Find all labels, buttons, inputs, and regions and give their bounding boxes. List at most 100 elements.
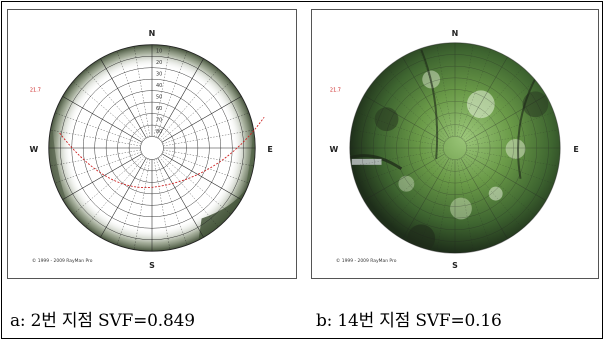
grid-spoke <box>463 80 536 141</box>
zenith-ring-label: 40 <box>156 83 162 89</box>
grid-spoke <box>363 153 446 201</box>
grid-spoke <box>402 56 450 138</box>
grid-spoke <box>402 157 450 240</box>
fisheye-plot-a: 10 20 30 40 50 60 70 80 N S W E 21.7 © 1999 - 2… <box>29 29 272 270</box>
grid-spoke <box>157 58 204 139</box>
side-label-a: 21.7 <box>30 87 41 93</box>
grid-spoke <box>160 155 232 215</box>
west-label-b: W <box>330 145 339 154</box>
grid-spoke <box>466 129 559 147</box>
grid-spoke <box>62 96 143 143</box>
grid-spoke <box>463 155 536 216</box>
grid-spoke <box>460 56 508 138</box>
grid-spoke <box>374 155 447 216</box>
grid-spoke <box>464 153 547 201</box>
grid-spoke <box>163 149 254 167</box>
grid-spoke <box>356 151 445 185</box>
south-label-a: S <box>149 261 155 270</box>
grid-spoke <box>72 155 144 215</box>
zenith-ring-label: 80 <box>156 129 162 135</box>
grid-spoke <box>351 149 444 167</box>
zenith-ring-label: 70 <box>156 117 162 123</box>
grid-spoke <box>418 49 452 138</box>
zenith-ring-label: 60 <box>156 106 162 112</box>
grid-spoke <box>160 81 232 141</box>
grid-spoke <box>155 50 188 138</box>
grid-ring <box>372 65 538 231</box>
grid-spoke <box>418 158 452 247</box>
zenith-ring-label: 10 <box>156 48 162 54</box>
grid-spoke <box>54 151 142 184</box>
grid-spoke <box>462 156 523 229</box>
grid-spoke <box>85 156 145 228</box>
grid-spoke <box>356 111 445 145</box>
grid-spoke <box>436 44 454 137</box>
sun-path-a <box>59 116 265 188</box>
grid-ring <box>396 89 514 207</box>
grid-ring <box>419 112 491 184</box>
copyright-b: © 1999 - 2009 RayMan Pro <box>336 257 397 264</box>
grid-spoke <box>50 129 141 147</box>
grid-spoke <box>153 159 171 250</box>
side-label-b: 21.7 <box>330 87 341 93</box>
grid-spoke <box>465 151 554 185</box>
polar-grid-a <box>48 44 256 252</box>
grid-spoke <box>159 68 219 140</box>
grid-spoke <box>155 158 188 246</box>
grid-spoke <box>100 58 147 139</box>
grid-spoke <box>133 46 151 137</box>
zenith-ring-label: 20 <box>156 60 162 66</box>
caption-b: b: 14번 지점 SVF=0.16 <box>316 311 502 331</box>
west-label-a: W <box>29 145 38 154</box>
zenith-ring-label: 30 <box>156 71 162 77</box>
fisheye-plot-b: N S W E 21.7 © 1999 - 2009 RayMan Pro <box>330 29 579 270</box>
grid-spoke <box>460 157 508 240</box>
grid-ring <box>408 100 502 195</box>
grid-spoke <box>162 151 250 184</box>
grid-spoke <box>161 153 242 200</box>
grid-spoke <box>387 156 448 229</box>
north-label-a: N <box>149 29 156 38</box>
grid-spoke <box>458 49 492 138</box>
zenith-ring-labels-a: 10 20 30 40 50 60 70 80 <box>156 48 162 134</box>
grid-spoke <box>85 68 145 140</box>
grid-spoke <box>387 67 448 140</box>
grid-spoke <box>465 111 554 145</box>
grid-ring <box>431 124 479 172</box>
grid-spoke <box>153 46 171 137</box>
grid-spoke <box>62 153 143 200</box>
grid-spoke <box>157 157 204 238</box>
grid-spoke <box>363 95 446 143</box>
grid-spoke <box>458 158 492 247</box>
grid-spoke <box>436 159 454 252</box>
grid-spoke <box>161 96 242 143</box>
caption-a: a: 2번 지점 SVF=0.849 <box>10 311 195 331</box>
north-label-b: N <box>452 29 459 38</box>
grid-spoke <box>351 129 444 147</box>
grid-spoke <box>456 159 474 252</box>
grid-spoke <box>116 50 149 138</box>
grid-spoke <box>162 112 250 145</box>
grid-ring <box>384 77 526 219</box>
grid-spoke <box>133 159 151 250</box>
grid-spoke <box>462 67 523 140</box>
zenith-ring-label: 50 <box>156 94 162 100</box>
grid-spoke <box>54 112 142 145</box>
grid-spoke <box>464 95 547 143</box>
grid-spoke <box>466 149 559 167</box>
canopy-rim-a <box>48 44 256 252</box>
grid-spoke <box>72 81 144 141</box>
grid-spoke <box>374 80 447 141</box>
south-label-b: S <box>452 261 458 270</box>
east-label-b: E <box>573 145 578 154</box>
fisheye-panel-b: N S W E 21.7 © 1999 - 2009 RayMan Pro <box>311 9 599 279</box>
canopy-disc-b <box>349 42 561 254</box>
grid-spoke <box>159 156 219 228</box>
grid-ring <box>361 54 549 242</box>
grid-spoke <box>100 157 147 238</box>
east-label-a: E <box>267 145 272 154</box>
grid-spoke <box>163 129 254 147</box>
grid-spoke <box>50 149 141 167</box>
grid-spoke <box>116 158 149 246</box>
